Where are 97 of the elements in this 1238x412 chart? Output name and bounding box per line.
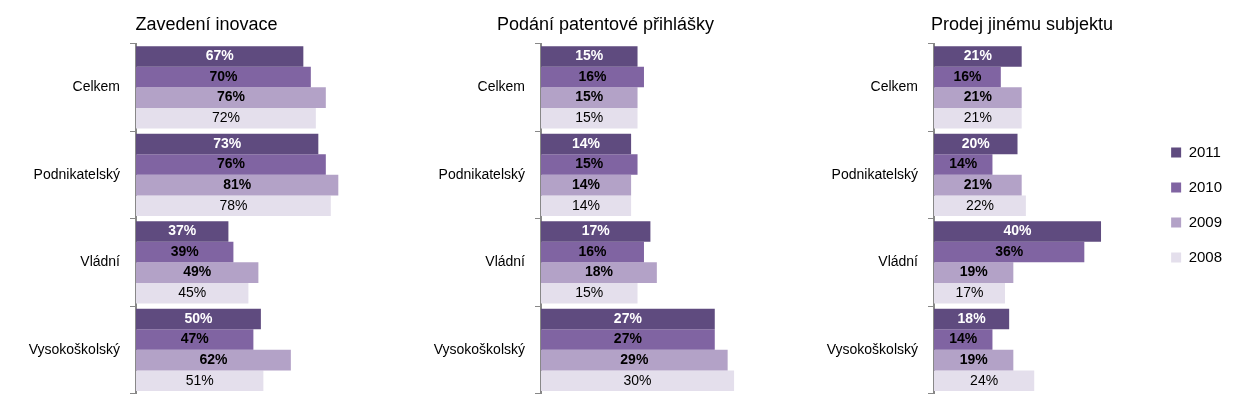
chart-title: Prodej jinému subjektu [930, 13, 1114, 34]
data-label: 76% [216, 155, 246, 172]
y-tick-label: Podnikatelský [438, 165, 525, 182]
bar [136, 262, 259, 283]
bar [136, 133, 319, 155]
data-label: 15% [575, 47, 604, 64]
y-tick-label: Vládní [80, 253, 121, 270]
bar [541, 370, 735, 391]
data-label: 37% [168, 222, 197, 239]
data-label: 21% [963, 109, 992, 126]
bar [541, 195, 632, 216]
bar [541, 221, 651, 242]
bar [541, 349, 728, 371]
data-label: 40% [1003, 222, 1033, 239]
chart-title: Podání patentové přihlášky [496, 13, 715, 34]
data-label: 36% [995, 242, 1024, 259]
data-label: 20% [961, 134, 991, 151]
bar [136, 221, 229, 242]
data-label: 19% [959, 350, 989, 367]
data-label: 73% [213, 134, 242, 151]
data-label: 16% [578, 67, 608, 84]
data-label: 14% [572, 134, 601, 151]
bar [136, 329, 254, 350]
data-label: 16% [578, 242, 608, 259]
bar [136, 282, 249, 304]
data-label: 15% [575, 109, 604, 126]
data-label: 45% [178, 284, 207, 301]
bar [136, 370, 264, 391]
data-label: 15% [575, 155, 604, 172]
bar [934, 221, 1102, 242]
data-label: 30% [623, 371, 652, 388]
data-label: 17% [955, 284, 984, 301]
y-tick-label: Vysokoškolský [433, 340, 525, 357]
bar [934, 241, 1085, 263]
data-label: 50% [184, 309, 213, 326]
bar [934, 46, 1022, 67]
data-label: 27% [613, 330, 643, 347]
data-label: 70% [209, 67, 238, 84]
data-label: 47% [180, 330, 210, 347]
data-label: 22% [965, 196, 994, 213]
bar [541, 46, 638, 67]
bar [136, 195, 331, 216]
legend-label: 2009 [1188, 212, 1223, 230]
bar [136, 66, 311, 88]
y-tick-label: Vládní [485, 253, 526, 270]
bar [541, 87, 638, 108]
chart-title: Zavedení inovace [135, 13, 278, 34]
data-label: 39% [170, 242, 200, 259]
y-tick-label: Vládní [878, 253, 919, 270]
data-label: 14% [572, 196, 601, 213]
data-label: 24% [970, 371, 999, 388]
y-tick-label: Celkem [72, 78, 120, 95]
bar [541, 329, 715, 350]
bar [934, 87, 1022, 108]
bar [934, 195, 1026, 216]
data-label: 18% [957, 309, 987, 326]
bar [541, 154, 638, 175]
data-label: 76% [216, 88, 246, 105]
bar [136, 174, 339, 196]
data-label: 67% [205, 47, 235, 64]
data-label: 18% [584, 263, 614, 280]
y-tick-label: Podnikatelský [831, 165, 918, 182]
data-label: 14% [572, 175, 601, 192]
bar [136, 154, 326, 175]
data-label: 17% [581, 222, 611, 239]
y-tick-label: Vysokoškolský [28, 340, 120, 357]
data-label: 49% [183, 263, 212, 280]
bar [541, 308, 715, 330]
data-label: 81% [223, 175, 252, 192]
data-label: 72% [211, 109, 240, 126]
data-label: 14% [949, 330, 978, 347]
y-tick-label: Vysokoškolský [826, 340, 918, 357]
data-label: 21% [963, 47, 993, 64]
bar [136, 349, 291, 371]
y-tick-label: Celkem [477, 78, 525, 95]
data-label: 27% [613, 309, 643, 326]
bar [136, 87, 326, 108]
data-label: 14% [949, 155, 978, 172]
y-tick-label: Podnikatelský [33, 165, 120, 182]
legend-label: 2011 [1188, 142, 1221, 160]
data-label: 78% [219, 196, 248, 213]
bar [136, 107, 316, 129]
y-tick-label: Celkem [870, 78, 918, 95]
data-label: 15% [575, 88, 604, 105]
legend-label: 2008 [1188, 247, 1223, 265]
data-label: 21% [963, 175, 993, 192]
data-label: 19% [959, 263, 989, 280]
data-label: 16% [953, 67, 982, 84]
bar [136, 46, 304, 67]
legend-label: 2010 [1188, 177, 1223, 195]
data-label: 29% [620, 350, 649, 367]
data-label: 62% [199, 350, 228, 367]
data-label: 51% [185, 371, 214, 388]
bar [541, 262, 657, 283]
bar [934, 370, 1035, 391]
data-label: 21% [963, 88, 993, 105]
data-label: 15% [575, 284, 604, 301]
